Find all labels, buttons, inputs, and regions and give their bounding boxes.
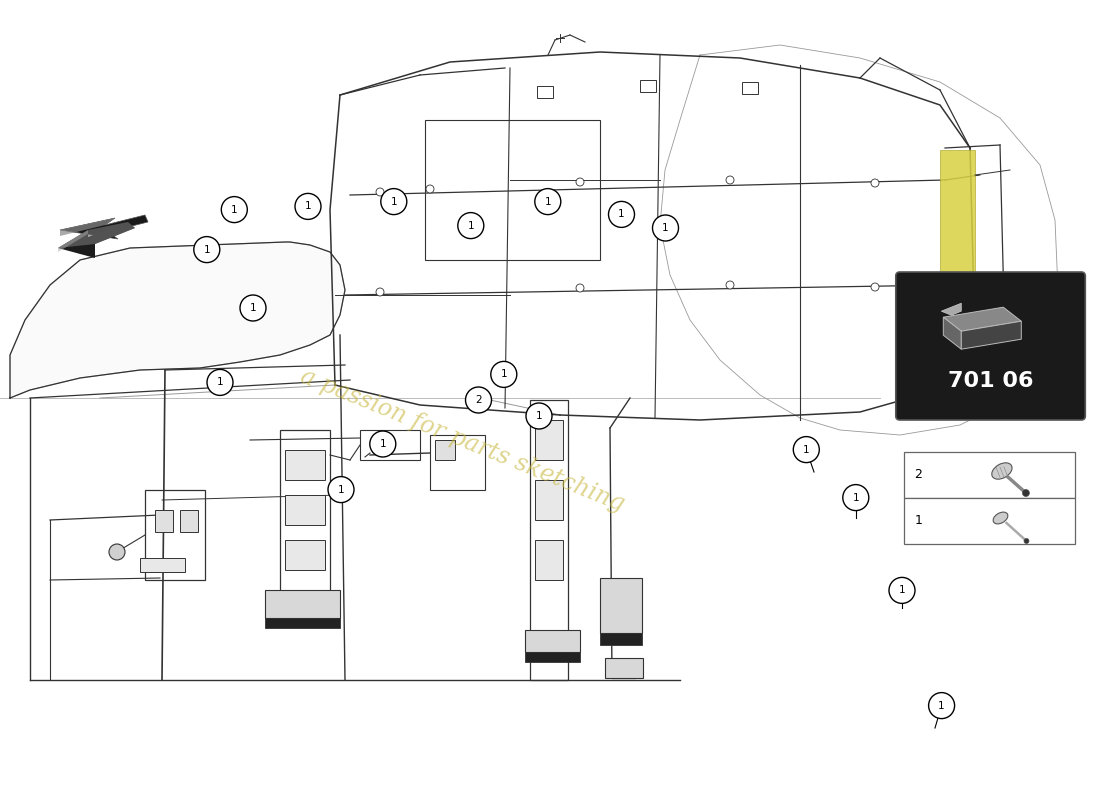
Bar: [140, 558, 185, 572]
Bar: [940, 150, 975, 335]
Bar: [537, 86, 553, 98]
Circle shape: [1024, 538, 1029, 543]
Polygon shape: [58, 222, 135, 258]
Ellipse shape: [992, 463, 1012, 479]
Bar: [530, 400, 568, 680]
Bar: [904, 452, 1075, 498]
Circle shape: [328, 477, 354, 502]
Circle shape: [793, 437, 820, 462]
Text: 1: 1: [305, 202, 311, 211]
Circle shape: [576, 284, 584, 292]
Bar: [525, 630, 580, 652]
Polygon shape: [961, 321, 1021, 349]
Circle shape: [726, 281, 734, 289]
Circle shape: [871, 179, 879, 187]
Text: 701 06: 701 06: [948, 371, 1033, 391]
Bar: [640, 80, 656, 92]
Text: 1: 1: [618, 210, 625, 219]
Bar: [600, 633, 642, 645]
Bar: [525, 652, 580, 662]
Text: 1: 1: [338, 485, 344, 494]
Bar: [600, 578, 642, 633]
Circle shape: [458, 213, 484, 238]
Circle shape: [726, 176, 734, 184]
Circle shape: [376, 288, 384, 296]
Bar: [535, 480, 563, 520]
Circle shape: [652, 215, 679, 241]
Text: 1: 1: [662, 223, 669, 233]
Circle shape: [295, 194, 321, 219]
Text: 1: 1: [379, 439, 386, 449]
Polygon shape: [60, 218, 116, 236]
Circle shape: [871, 283, 879, 291]
Circle shape: [194, 237, 220, 262]
Polygon shape: [944, 317, 961, 349]
Text: 1: 1: [852, 493, 859, 502]
Bar: [605, 658, 643, 678]
Bar: [535, 420, 563, 460]
Circle shape: [221, 197, 248, 222]
Text: 1: 1: [250, 303, 256, 313]
Circle shape: [608, 202, 635, 227]
Text: 1: 1: [231, 205, 238, 214]
FancyBboxPatch shape: [895, 272, 1086, 420]
Bar: [285, 540, 324, 570]
Bar: [180, 510, 198, 532]
Circle shape: [491, 362, 517, 387]
Circle shape: [376, 188, 384, 196]
Circle shape: [576, 178, 584, 186]
Circle shape: [928, 693, 955, 718]
Bar: [425, 120, 600, 260]
Polygon shape: [942, 303, 961, 315]
Circle shape: [240, 295, 266, 321]
Bar: [280, 430, 330, 615]
Circle shape: [843, 485, 869, 510]
Text: 1: 1: [899, 586, 905, 595]
Bar: [155, 510, 173, 532]
Text: 2: 2: [914, 469, 922, 482]
Bar: [285, 450, 324, 480]
Bar: [265, 590, 340, 618]
Circle shape: [526, 403, 552, 429]
Text: 2: 2: [475, 395, 482, 405]
Ellipse shape: [993, 512, 1008, 524]
Bar: [434, 440, 455, 460]
Bar: [145, 490, 205, 580]
Bar: [360, 430, 420, 460]
Text: 1: 1: [536, 411, 542, 421]
Bar: [265, 618, 340, 628]
Bar: [904, 498, 1075, 544]
Circle shape: [889, 578, 915, 603]
Text: 1: 1: [468, 221, 474, 230]
Bar: [535, 540, 563, 580]
Text: 1: 1: [204, 245, 210, 254]
Text: 1: 1: [914, 514, 922, 527]
Circle shape: [370, 431, 396, 457]
Circle shape: [381, 189, 407, 214]
Polygon shape: [10, 242, 345, 398]
Circle shape: [465, 387, 492, 413]
Circle shape: [207, 370, 233, 395]
Polygon shape: [944, 307, 1021, 331]
Text: a passion for parts sketching: a passion for parts sketching: [297, 364, 627, 516]
Polygon shape: [60, 215, 148, 239]
Text: 1: 1: [500, 370, 507, 379]
Circle shape: [535, 189, 561, 214]
Text: 1: 1: [217, 378, 223, 387]
Polygon shape: [58, 230, 88, 252]
Bar: [285, 495, 324, 525]
Circle shape: [426, 185, 434, 193]
Text: 1: 1: [390, 197, 397, 206]
Text: 1: 1: [544, 197, 551, 206]
Text: 1: 1: [938, 701, 945, 710]
Circle shape: [1022, 490, 1030, 497]
Circle shape: [109, 544, 125, 560]
Bar: [742, 82, 758, 94]
Bar: [430, 435, 485, 490]
Polygon shape: [58, 222, 135, 248]
Text: 1: 1: [803, 445, 810, 454]
